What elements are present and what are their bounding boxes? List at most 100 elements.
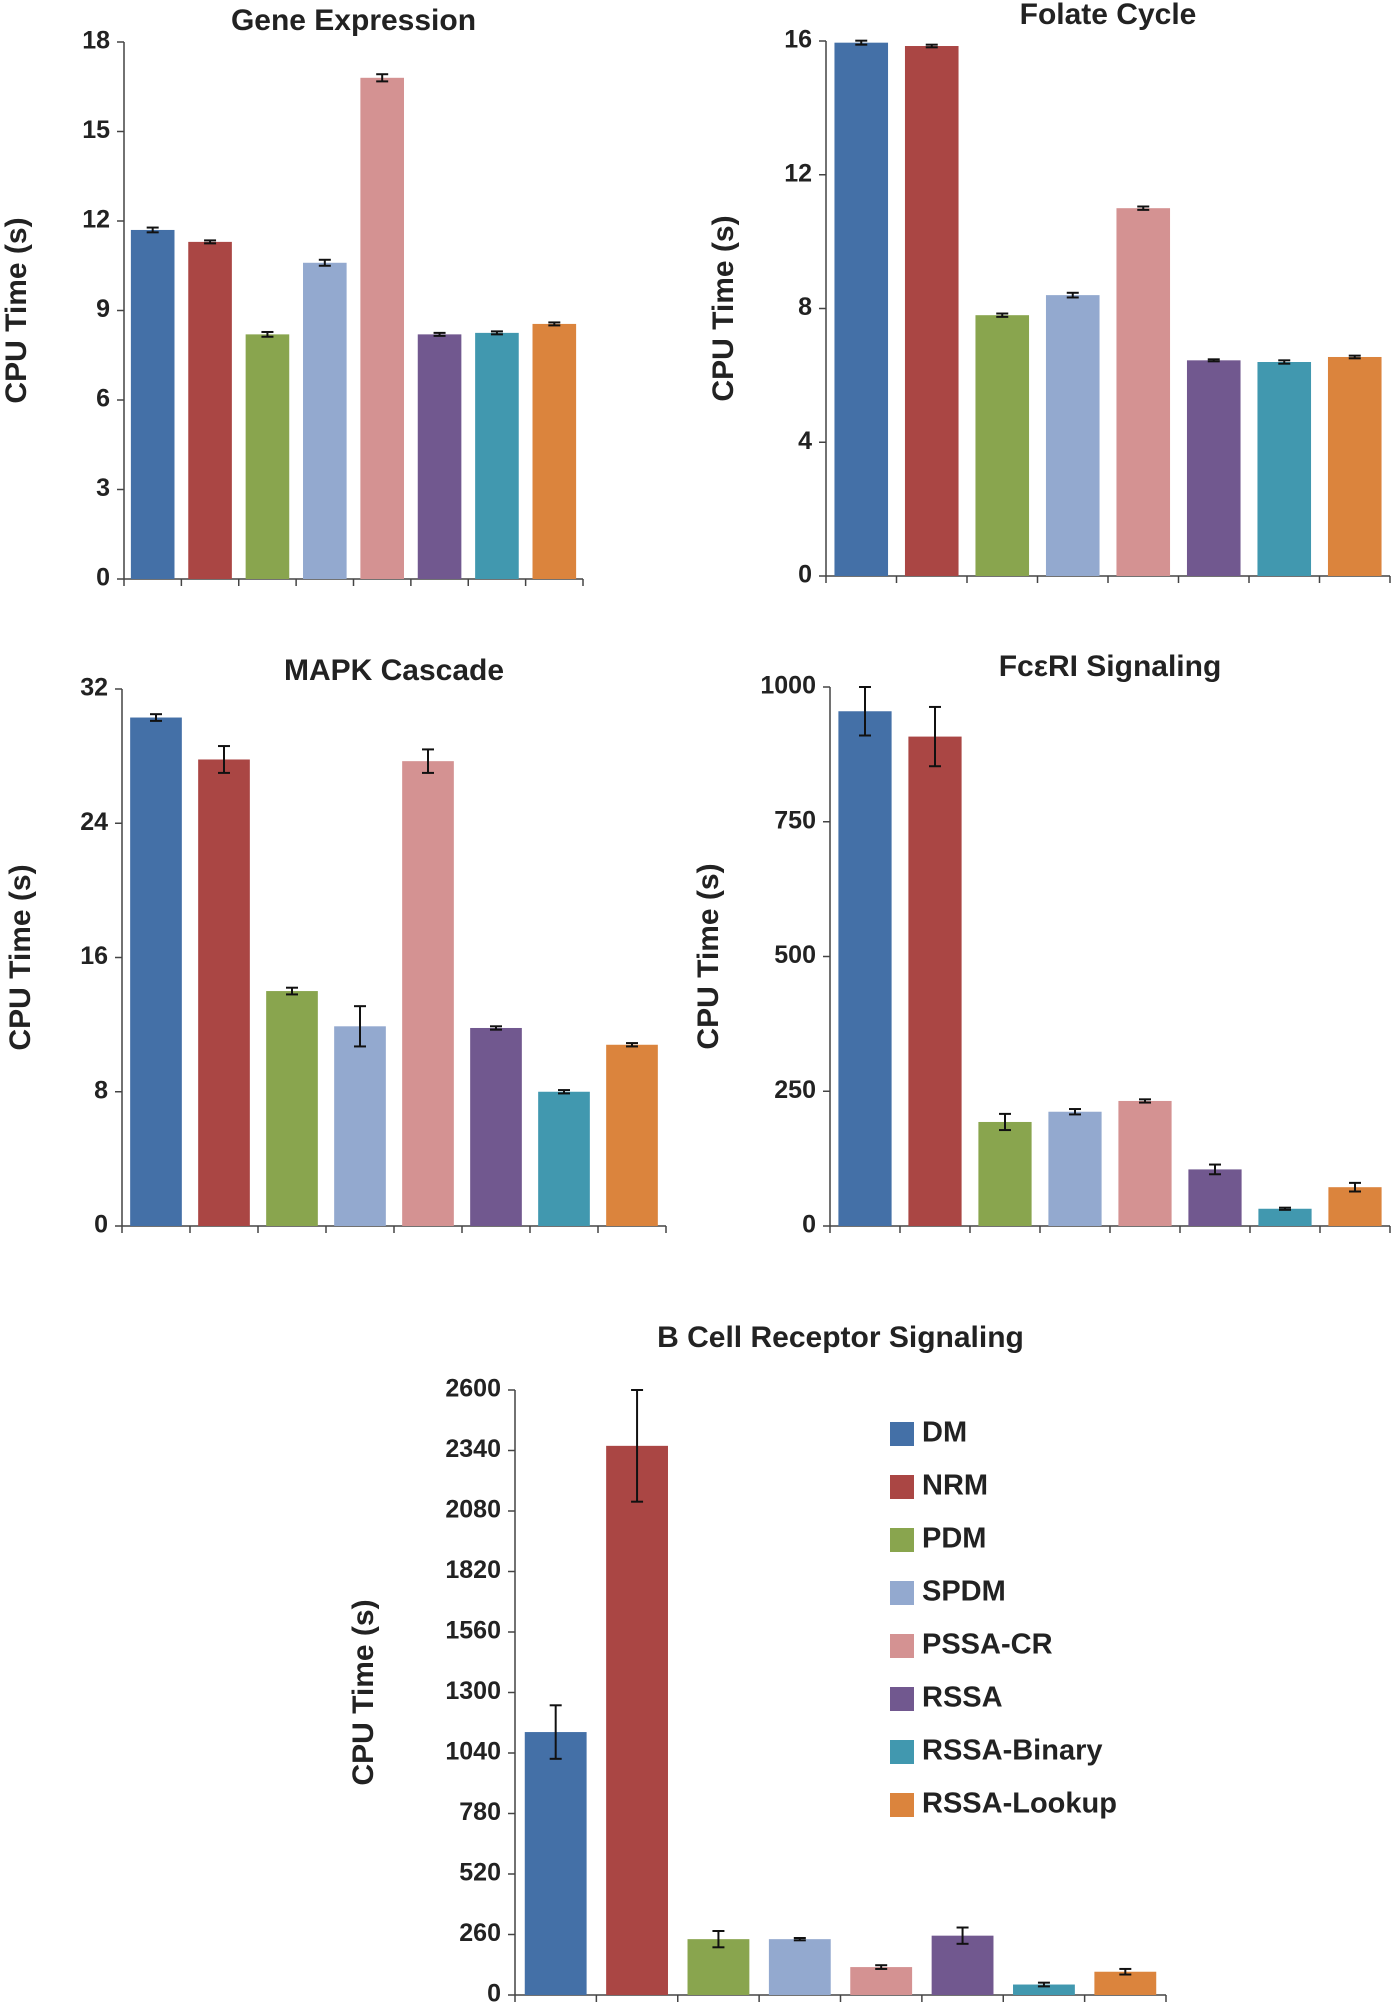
y-tick-label: 780 bbox=[459, 1798, 501, 1826]
legend-swatch bbox=[890, 1581, 914, 1605]
bar bbox=[1048, 1111, 1102, 1226]
error-bar bbox=[261, 330, 274, 338]
chart-title: FcεRI Signaling bbox=[999, 650, 1222, 683]
error-bar bbox=[1119, 1967, 1132, 1976]
y-axis-label: CPU Time (s) bbox=[347, 1599, 380, 1785]
error-bar bbox=[490, 1025, 502, 1031]
y-tick-label: 12 bbox=[82, 206, 110, 234]
bar bbox=[904, 46, 959, 576]
y-tick-label: 8 bbox=[798, 293, 812, 321]
error-bar bbox=[422, 748, 434, 774]
y-tick-label: 4 bbox=[798, 427, 812, 455]
y-tick-label: 500 bbox=[774, 941, 816, 969]
error-bar bbox=[626, 1042, 638, 1048]
error-bar bbox=[433, 331, 446, 337]
y-tick-label: 8 bbox=[94, 1076, 108, 1104]
chart-title: Gene Expression bbox=[231, 4, 476, 37]
y-tick-label: 24 bbox=[80, 808, 108, 836]
bar bbox=[245, 334, 290, 579]
legend-label: PSSA-CR bbox=[922, 1629, 1053, 1661]
legend-label: RSSA bbox=[922, 1682, 1003, 1714]
error-bar bbox=[318, 258, 331, 267]
bar bbox=[1116, 208, 1171, 576]
chart-title: Folate Cycle bbox=[1020, 0, 1197, 31]
error-bar bbox=[548, 321, 561, 327]
bar bbox=[470, 1027, 522, 1226]
error-bar bbox=[218, 745, 230, 774]
error-bar bbox=[150, 713, 162, 722]
y-tick-label: 9 bbox=[96, 295, 110, 323]
bar bbox=[417, 334, 462, 579]
y-tick-label: 0 bbox=[802, 1211, 816, 1239]
error-bar bbox=[929, 705, 941, 768]
error-bar bbox=[376, 73, 389, 83]
chart-title: B Cell Receptor Signaling bbox=[657, 1321, 1024, 1354]
y-tick-label: 2600 bbox=[445, 1375, 501, 1403]
error-bar bbox=[1279, 1206, 1291, 1211]
error-bar bbox=[855, 39, 868, 46]
bar bbox=[834, 42, 889, 576]
error-bar bbox=[286, 986, 298, 996]
bar bbox=[850, 1967, 913, 1995]
error-bar bbox=[1037, 1981, 1050, 1988]
y-tick-label: 0 bbox=[94, 1211, 108, 1239]
y-tick-label: 0 bbox=[798, 561, 812, 589]
bar bbox=[768, 1939, 831, 1995]
bar bbox=[402, 761, 454, 1226]
error-bar bbox=[999, 1112, 1011, 1132]
y-tick-label: 1040 bbox=[445, 1738, 501, 1766]
error-bar bbox=[1069, 1108, 1081, 1116]
error-bar bbox=[956, 1926, 969, 1945]
bar bbox=[931, 1935, 994, 1995]
error-bar bbox=[859, 686, 871, 737]
y-tick-label: 16 bbox=[784, 26, 812, 54]
bar bbox=[524, 1732, 587, 1995]
bar bbox=[1328, 1187, 1382, 1226]
y-tick-label: 520 bbox=[459, 1859, 501, 1887]
error-bar bbox=[1066, 291, 1079, 299]
legend-swatch bbox=[890, 1528, 914, 1552]
y-tick-label: 16 bbox=[80, 942, 108, 970]
legend-label: SPDM bbox=[922, 1576, 1006, 1608]
error-bar bbox=[146, 226, 159, 234]
error-bar bbox=[875, 1964, 888, 1970]
legend-label: NRM bbox=[922, 1470, 988, 1502]
y-tick-label: 6 bbox=[96, 385, 110, 413]
error-bar bbox=[1207, 358, 1220, 363]
bar bbox=[1257, 362, 1312, 576]
y-tick-label: 0 bbox=[487, 1980, 501, 2008]
bar bbox=[838, 711, 892, 1226]
bar bbox=[978, 1121, 1032, 1226]
bar bbox=[130, 229, 175, 579]
error-bar bbox=[1278, 359, 1291, 365]
legend-swatch bbox=[890, 1793, 914, 1817]
chart-title: MAPK Cascade bbox=[284, 654, 504, 687]
y-tick-label: 250 bbox=[774, 1076, 816, 1104]
bar bbox=[1188, 1169, 1242, 1226]
y-tick-label: 1300 bbox=[445, 1677, 501, 1705]
y-axis-label: CPU Time (s) bbox=[692, 863, 725, 1049]
error-bar bbox=[996, 312, 1009, 318]
bar bbox=[1045, 295, 1100, 576]
legend-swatch bbox=[890, 1687, 914, 1711]
error-bar bbox=[1209, 1163, 1221, 1176]
legend-swatch bbox=[890, 1634, 914, 1658]
bar bbox=[1094, 1971, 1157, 1995]
bar bbox=[687, 1939, 750, 1995]
y-tick-label: 2080 bbox=[445, 1496, 501, 1524]
error-bar bbox=[1349, 1181, 1361, 1193]
bar bbox=[360, 77, 404, 580]
legend-label: RSSA-Lookup bbox=[922, 1788, 1117, 1820]
bar bbox=[303, 262, 347, 579]
error-bar bbox=[490, 330, 503, 336]
error-bar bbox=[558, 1089, 570, 1095]
legend-label: RSSA-Binary bbox=[922, 1735, 1103, 1767]
y-tick-label: 260 bbox=[459, 1919, 501, 1947]
bar bbox=[1258, 1208, 1312, 1226]
legend-label: PDM bbox=[922, 1523, 986, 1555]
bar bbox=[130, 717, 182, 1226]
y-axis-label: CPU Time (s) bbox=[0, 217, 33, 403]
y-tick-label: 32 bbox=[80, 674, 108, 702]
error-bar bbox=[793, 1936, 806, 1942]
